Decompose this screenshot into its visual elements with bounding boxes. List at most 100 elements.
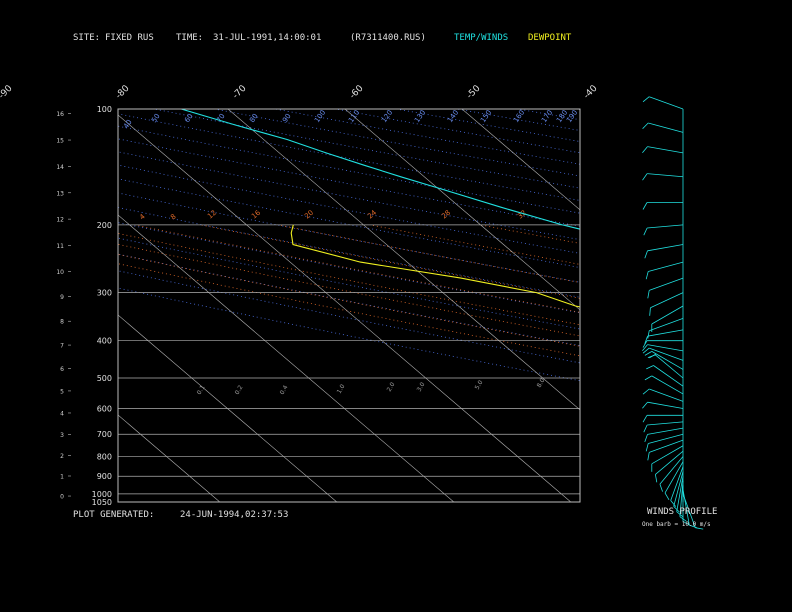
wind-barb-flag [670,500,677,507]
dry-adiabat-line [456,109,580,131]
moist-adiabat-label: 12 [206,209,218,221]
height-label: 14 [56,164,64,171]
wind-barb [651,351,684,370]
dry-adiabat-line [214,109,580,177]
wind-barb-flag [682,520,691,526]
wind-barb [647,427,684,435]
site-value: FIXED RUS [105,33,154,43]
wind-barb-flag [642,388,650,395]
isobar-label: 800 [97,453,112,462]
wind-barb [647,421,684,426]
top-isotherm-labels: -110-100-90-80-70-60-50-40 [0,83,600,101]
wind-barb-flag [689,524,697,529]
dry-adiabat-line [396,109,580,142]
top-isotherm-label: -50 [465,83,483,101]
wind-barb [653,365,684,387]
dry-adiabat-label: 50 [150,112,162,124]
moist-adiabat-label: 20 [303,209,315,221]
isobar-label: 100 [97,105,112,114]
wind-barb [655,354,684,379]
isobar-label: 1000 [92,490,112,499]
wind-barb-flag [659,483,663,492]
file-id: (R7311400.RUS) [350,33,426,43]
moist-adiabat-label: 28 [440,209,452,221]
dry-adiabat-label: 150 [479,109,493,125]
mixing-ratio-line [734,341,792,502]
isotherm-line [344,109,580,311]
moist-adiabat-line [278,224,580,283]
mixing-ratio-lines [734,341,792,502]
site-label: SITE: [73,33,101,43]
top-isotherm-label: -60 [348,83,366,101]
dry-adiabat-label: 60 [183,112,195,124]
moist-adiabat-line [118,233,580,326]
wind-barb-flag [644,434,648,443]
height-label: 9 [60,294,64,301]
moist-adiabat-label: 32 [516,209,528,221]
dry-adiabat-label: 110 [347,109,361,125]
wind-barb-flag [645,271,649,280]
wind-barb-flag [664,492,670,501]
wind-barb-flag [673,506,680,513]
dry-adiabat-line [118,192,580,283]
moist-adiabats [118,224,580,357]
wind-barb [650,292,684,309]
generated-label: PLOT GENERATED: [73,510,155,520]
wind-barb-flag [642,401,648,409]
isotherm-line [227,109,580,411]
isotherm-line [118,114,572,502]
moist-adiabat-line [118,243,580,337]
wind-barb [649,439,684,453]
height-label: 13 [56,190,64,197]
dry-adiabat-label: 170 [540,109,554,125]
isotherm-line [118,414,221,502]
isotherm-line [118,314,338,502]
dry-adiabat-line [118,125,580,214]
wind-barb [659,456,684,485]
isobar-label: 300 [97,289,112,298]
dry-adiabat-line [760,109,792,502]
wind-barb [649,347,684,361]
moist-adiabat-line [134,224,580,313]
winds-profile-note: One barb = 10.0 m/s [642,521,711,528]
wind-barb-flag [649,307,651,316]
isotherm-line [578,109,580,111]
height-label: 16 [56,111,64,118]
wind-barb [648,261,684,272]
dry-adiabat-label: 120 [380,109,394,125]
height-label: 12 [56,217,64,224]
wind-barb-flag [647,330,650,339]
wind-barb-flag [644,351,653,356]
legend-temp: TEMP/WINDS [454,33,509,43]
mixing-ratio-label: 5.0 [474,379,485,391]
wind-barb [647,146,684,154]
height-label: 4 [60,410,64,417]
top-isotherm-label: -90 [0,83,15,101]
mixing-ratio-labels: 0.1 0.2 0.4 1.0 2.0 3.0 5.0 8.0 [196,377,547,396]
top-isotherm-label: -70 [231,83,249,101]
winds-profile [642,96,704,530]
dry-adiabat-line [118,287,580,382]
wind-barb [649,318,684,332]
wind-barb-flag [647,452,650,461]
mixing-ratio-label: 2.0 [386,381,397,393]
isotherm-line [0,109,103,502]
wind-barb-flag [679,516,687,522]
wind-barb [651,445,684,465]
isobar-label: 400 [97,337,112,346]
moist-adiabat-label: 8 [169,213,178,222]
temperature-trace [181,109,580,230]
isobar-label: 900 [97,472,112,481]
height-label: 7 [60,343,64,350]
wind-barb [647,244,684,252]
isobar-label: 200 [97,221,112,230]
mixing-ratio-label: 3.0 [416,381,427,393]
wind-barb-flag [644,375,653,381]
dry-adiabat-line [118,151,580,241]
dry-adiabat-line [118,253,580,347]
height-label: 2 [60,453,64,460]
moist-adiabat-line [370,224,580,265]
height-label: 1 [60,474,64,481]
mixing-ratio-label: 0.1 [196,384,207,396]
